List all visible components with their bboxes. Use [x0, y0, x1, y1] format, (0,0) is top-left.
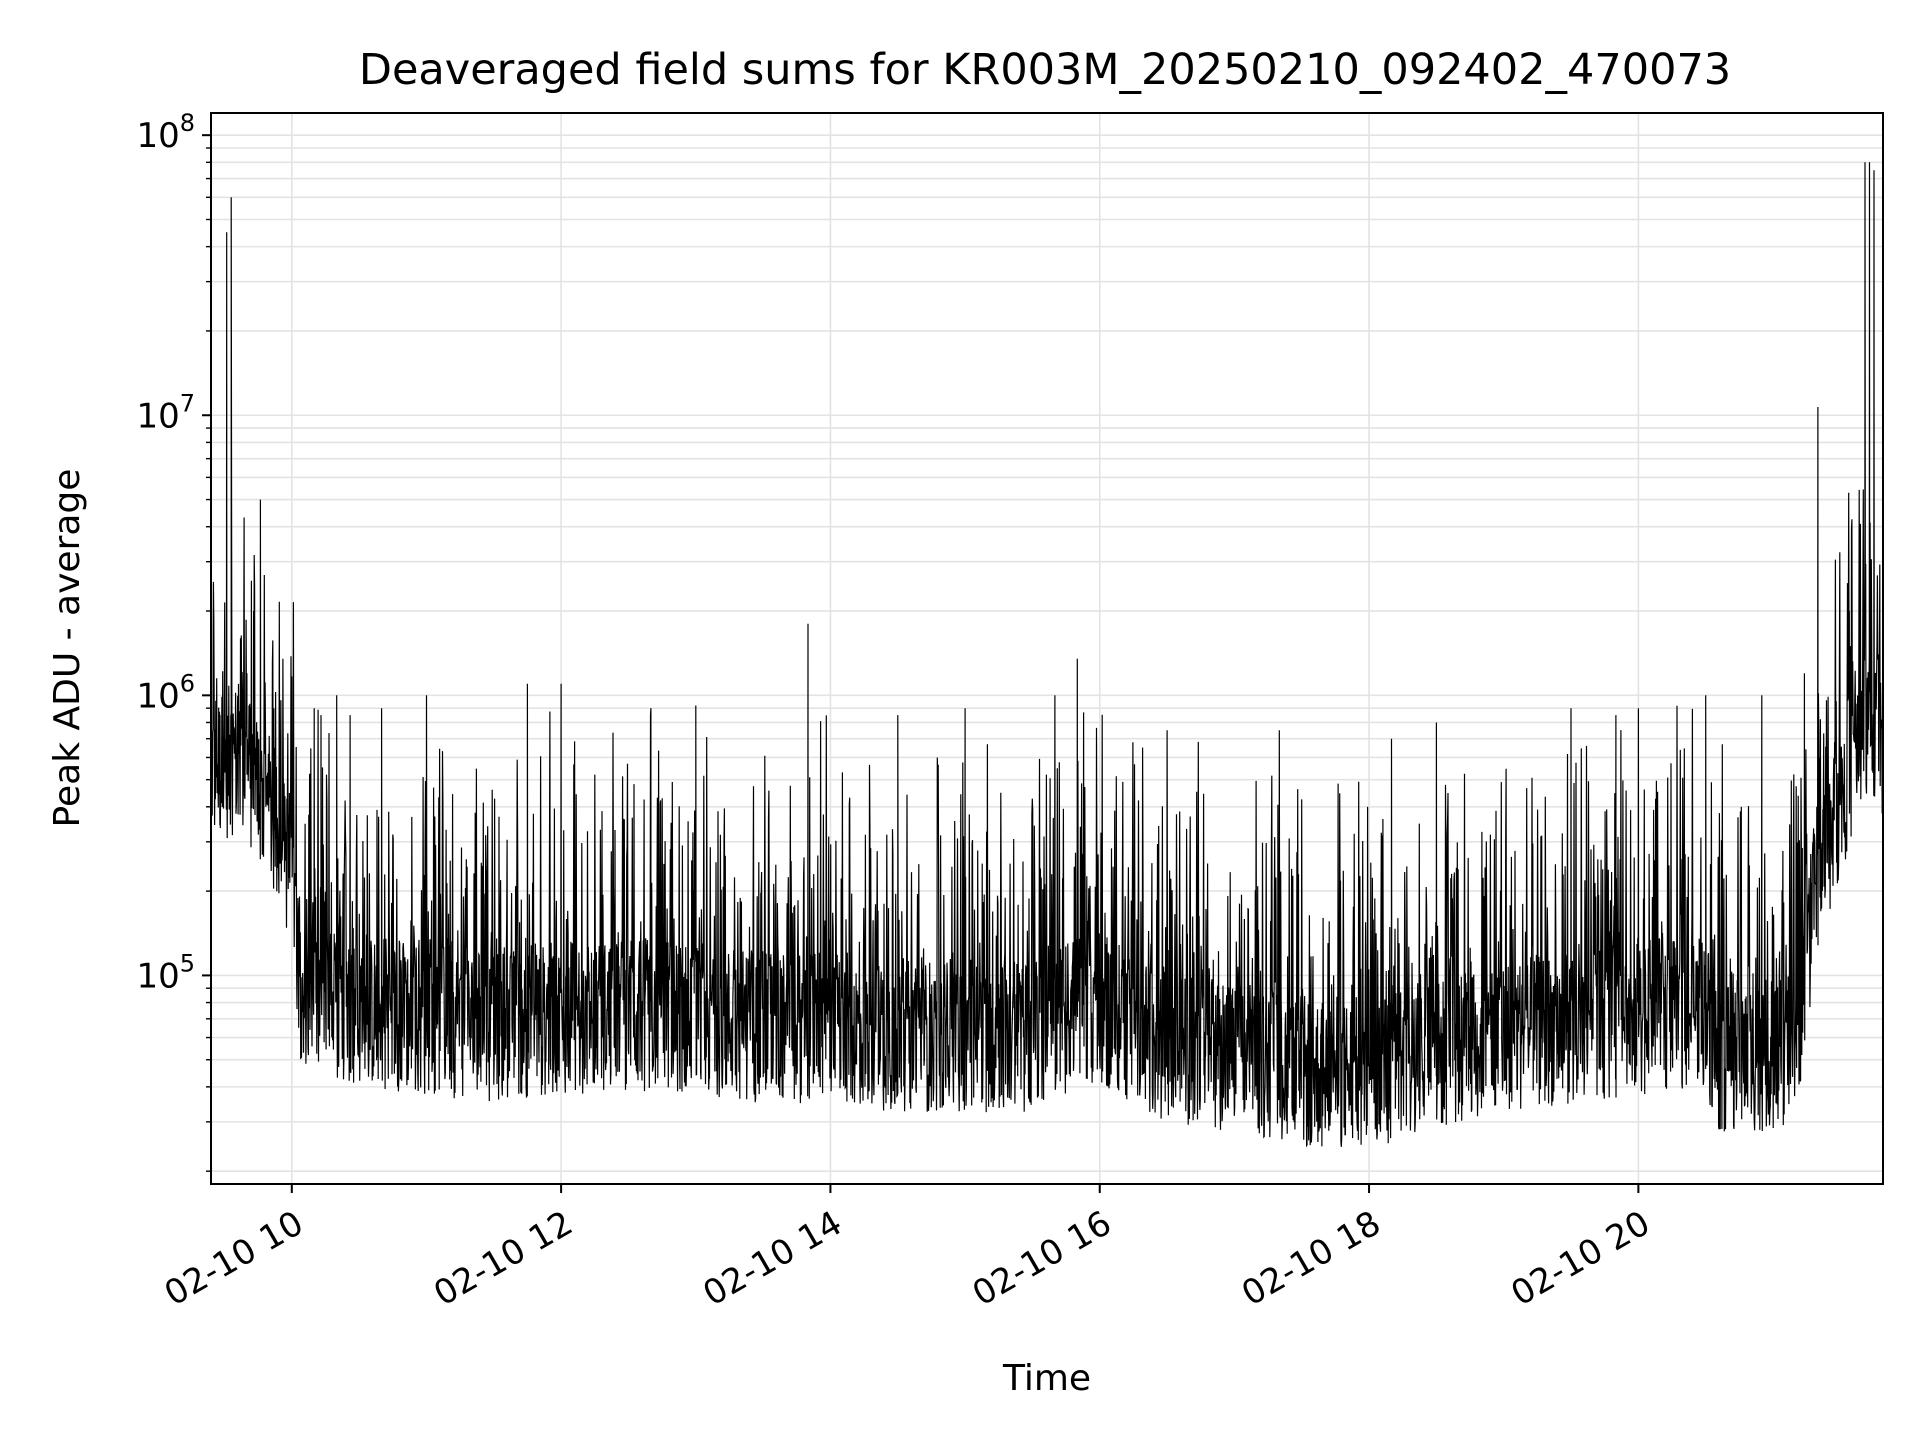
- series-line: [211, 162, 1883, 1148]
- chart-title: Deaveraged field sums for KR003M_2025021…: [359, 45, 1731, 95]
- y-tick-label: 105: [136, 949, 195, 996]
- series-path: [211, 162, 1883, 1148]
- y-tick-label: 107: [136, 389, 195, 436]
- y-tick-label: 108: [136, 109, 195, 156]
- y-tick-label: 106: [136, 669, 195, 716]
- x-axis-label: Time: [1002, 1358, 1091, 1399]
- plot-frame: [210, 112, 1884, 1185]
- y-axis: 105 106 107 108: [136, 109, 211, 1172]
- y-axis-label: Peak ADU - average: [47, 469, 88, 828]
